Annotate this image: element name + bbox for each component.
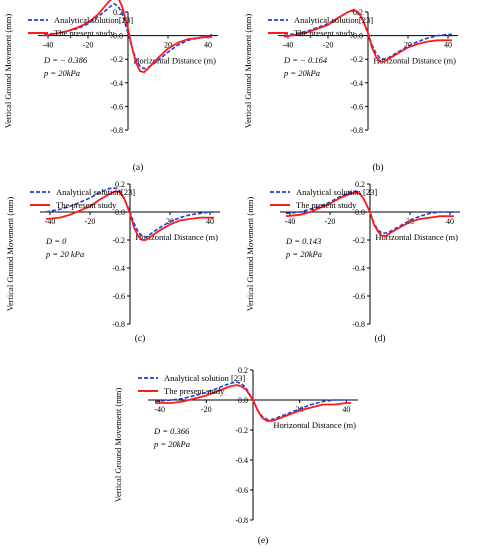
annotation-2: p = 20kPa: [283, 68, 320, 78]
legend-label-1: Analytical solution [23]: [296, 187, 377, 197]
x-tick-label: 40: [342, 405, 350, 414]
y-tick-label: -0.8: [112, 320, 125, 329]
series-line-1: [45, 187, 214, 239]
x-tick-label: 40: [206, 217, 214, 226]
y-axis-title: Vertical Ground Movement (mm): [5, 197, 15, 312]
y-tick-label: -0.6: [112, 292, 125, 301]
y-tick-label: -0.6: [235, 486, 248, 495]
y-tick-label: -0.8: [350, 126, 363, 135]
y-tick-label: 0.0: [115, 208, 125, 217]
y-tick-label: 0.0: [113, 32, 123, 41]
legend-label-1: Analytical solution[23]: [294, 15, 373, 25]
legend-label-2: The present study: [164, 386, 225, 396]
y-tick-label: -0.8: [352, 320, 365, 329]
y-tick-label: 0.2: [115, 180, 125, 189]
y-tick-label: -0.2: [112, 236, 125, 245]
y-tick-label: -0.2: [352, 236, 365, 245]
y-tick-label: -0.6: [350, 102, 363, 111]
chart-a: 0.2 0.0 -0.2 -0.4 -0.6 -0.8 -40 -20 20 40 Vertical…: [3, 0, 218, 173]
x-axis-title: Horizontal Distance (m): [373, 56, 456, 66]
x-tick-label: -40: [285, 217, 296, 226]
x-tick-label: -20: [85, 217, 96, 226]
x-axis-title: Horizontal Distance (m): [273, 420, 356, 430]
y-tick-label: -0.2: [110, 55, 123, 64]
y-tick-label: 0.2: [355, 180, 365, 189]
chart-d: 0.20.0-0.2-0.4-0.6-0.8-40 -20 20 40Vertical…: [245, 180, 460, 344]
annotation-1: D = 0.143: [285, 236, 321, 246]
series-line-2: [45, 190, 214, 241]
y-axis-title: Vertical Ground Movement (mm): [113, 388, 123, 503]
annotation-1: D = − 0.386: [43, 55, 88, 65]
annotation-2: p = 20 kPa: [45, 249, 84, 259]
annotation-2: p = 20kPa: [43, 68, 80, 78]
legend-label-2: The present study: [294, 28, 355, 38]
x-tick-label: -20: [323, 41, 334, 50]
x-tick-label: -20: [83, 41, 94, 50]
annotation-1: D = 0.366: [153, 426, 190, 436]
panel-label: (e): [258, 535, 269, 546]
series-line-2: [155, 384, 351, 422]
y-tick-label: -0.6: [110, 102, 123, 111]
x-tick-label: -40: [283, 41, 294, 50]
y-tick-label: -0.4: [110, 79, 123, 88]
chart-e: 0.20.0-0.2-0.4-0.6-0.8-40 -20 20 40Vertical…: [113, 366, 358, 546]
x-tick-label: -20: [325, 217, 336, 226]
x-tick-label: 20: [404, 41, 412, 50]
x-tick-label: 40: [446, 217, 454, 226]
chart-panel-d: 0.2 0.0 -0.2 -0.4 -0.6 -0.8 -40 -20 20 40 Vertical…: [240, 178, 479, 358]
y-axis-title: Vertical Ground Movement (mm): [245, 197, 255, 312]
chart-panel-c: 0.2 0.0 -0.2 -0.4 -0.6 -0.8 -40 -20 20 40 Vertical…: [0, 178, 240, 358]
y-tick-label: 0.2: [238, 366, 248, 375]
series-line-2: [285, 191, 454, 237]
panel-label: (d): [374, 333, 385, 344]
legend-label-2: The present study: [56, 200, 117, 210]
x-axis-title: Horizontal Distance (m): [135, 232, 218, 242]
chart-b: 0.20.0-0.2-0.4-0.6-0.8-40 -20 20 40Vertical…: [243, 8, 458, 173]
x-tick-label: 40: [444, 41, 452, 50]
y-tick-label: 0.0: [353, 32, 363, 41]
y-tick-label: 0.0: [355, 208, 365, 217]
chart-panel-b: 0.2 0.0 -0.2 -0.4 -0.6 -0.8 -40 -20 20 40 Vertical…: [240, 0, 479, 178]
y-tick-label: -0.4: [235, 456, 248, 465]
annotation-2: p = 20kPa: [285, 249, 322, 259]
legend-label-2: The present study: [54, 28, 115, 38]
x-tick-label: 20: [164, 41, 172, 50]
x-axis-title: Horizontal Distance (m): [133, 56, 216, 66]
y-tick-label: -0.4: [350, 79, 363, 88]
y-axis-title: Vertical Ground Movement (mm): [3, 14, 13, 129]
y-tick-label: -0.4: [112, 264, 125, 273]
y-axis-title: Vertical Ground Movement (mm): [243, 14, 253, 129]
chart-c: 0.20.0-0.2-0.4-0.6-0.8-40 -20 20 40Vertical…: [5, 180, 220, 344]
y-tick-label: -0.6: [352, 292, 365, 301]
x-tick-label: -40: [45, 217, 56, 226]
annotation-1: D = − 0.164: [283, 55, 328, 65]
y-tick-label: -0.8: [235, 516, 248, 525]
y-tick-label: -0.8: [110, 126, 123, 135]
annotation-2: p = 20kPa: [153, 439, 190, 449]
y-tick-label: -0.2: [350, 55, 363, 64]
x-axis-title: Horizontal Distance (m): [375, 232, 458, 242]
annotation-1: D = 0: [45, 236, 67, 246]
legend-label-1: Analytical solution[23]: [56, 187, 135, 197]
panel-label: (c): [135, 333, 146, 344]
panel-label: (a): [133, 162, 144, 173]
y-tick-label: -0.4: [352, 264, 365, 273]
y-tick-label: 0.0: [238, 396, 248, 405]
x-tick-label: 40: [204, 41, 212, 50]
x-tick-label: -20: [201, 405, 212, 414]
x-tick-label: -40: [154, 405, 165, 414]
chart-panel-e: 0.2 0.0 -0.2 -0.4 -0.6 -0.8 -40 -20 20 40 Vertical…: [108, 362, 370, 550]
series-line-2: [43, 0, 212, 74]
legend-label-1: Analytical solution [23]: [164, 373, 245, 383]
x-tick-label: -40: [43, 41, 54, 50]
y-tick-label: -0.2: [235, 426, 248, 435]
y-tick-label: 0.2: [113, 8, 123, 17]
chart-panel-a: 0.2 0.0 -0.2 -0.4 -0.6 -0.8 -40 -20 20 40 Vertical…: [0, 0, 240, 178]
series-line-2: [283, 8, 452, 63]
panel-label: (b): [372, 162, 383, 173]
legend-label-2: The present study: [296, 200, 357, 210]
legend-label-1: Analytical solution[23]: [54, 15, 133, 25]
